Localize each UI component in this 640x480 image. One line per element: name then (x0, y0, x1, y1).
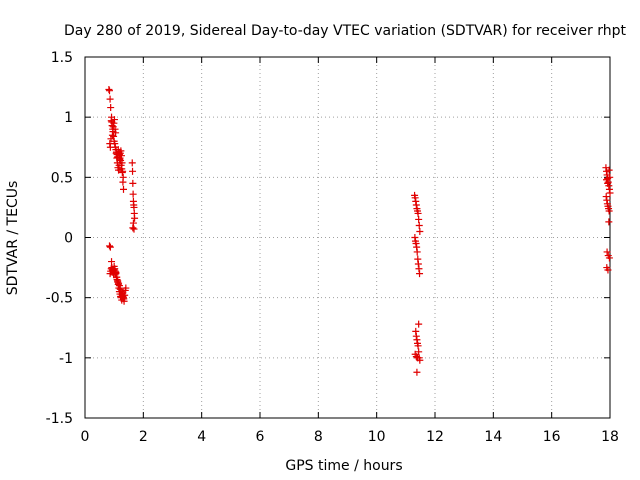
x-tick-label: 10 (368, 429, 386, 445)
x-axis-label: GPS time / hours (285, 458, 402, 474)
data-point (107, 104, 115, 112)
data-point (415, 348, 423, 356)
x-tick-label: 4 (197, 429, 206, 445)
x-tick-label: 16 (543, 429, 561, 445)
data-point (129, 224, 137, 232)
data-point (605, 207, 613, 215)
data-point (415, 221, 423, 229)
data-point (414, 209, 422, 217)
y-axis: -1.5 -1 -0.5 0 0.5 1 1.5 (46, 50, 610, 427)
data-point (120, 295, 128, 303)
y-tick-label: 1.5 (51, 50, 73, 66)
y-tick-label: 0 (64, 231, 73, 247)
data-point (414, 342, 422, 350)
data-point (115, 282, 123, 290)
data-point (112, 129, 120, 137)
data-point (413, 248, 421, 256)
data-point (605, 166, 613, 174)
data-point (415, 215, 423, 223)
data-point (415, 320, 423, 328)
x-tick-label: 0 (81, 429, 90, 445)
data-point (129, 167, 137, 175)
y-axis-label: SDTVAR / TECUs (5, 181, 21, 296)
data-points (105, 85, 614, 376)
data-point (113, 273, 121, 281)
y-tick-label: -0.5 (46, 291, 73, 307)
x-tick-label: 8 (314, 429, 323, 445)
data-point (603, 176, 610, 184)
data-point (129, 190, 137, 198)
data-point (130, 225, 138, 233)
y-tick-label: 0.5 (51, 170, 73, 186)
chart-title: Day 280 of 2019, Sidereal Day-to-day VTE… (64, 23, 626, 39)
data-point (130, 203, 138, 211)
data-point (110, 116, 118, 124)
data-point (106, 95, 114, 103)
data-point (604, 179, 612, 187)
data-point (112, 268, 120, 276)
data-point (414, 354, 421, 362)
data-point (128, 159, 136, 167)
data-point (413, 368, 421, 376)
x-tick-label: 6 (256, 429, 265, 445)
data-point (129, 179, 137, 187)
data-point (605, 218, 613, 226)
x-tick-label: 18 (601, 429, 619, 445)
x-axis: 0 2 4 6 8 10 12 14 16 18 (81, 57, 619, 445)
data-point (416, 270, 424, 278)
data-point (118, 169, 126, 177)
x-tick-label: 14 (484, 429, 502, 445)
plot-frame (84, 56, 611, 419)
data-point (412, 353, 420, 361)
data-point (416, 227, 424, 235)
data-point (119, 178, 127, 186)
data-point (106, 87, 113, 95)
data-point (606, 189, 614, 197)
y-tick-label: -1 (59, 351, 73, 367)
x-tick-label: 2 (139, 429, 148, 445)
y-tick-label: 1 (64, 110, 73, 126)
data-point (604, 266, 612, 274)
data-point (605, 254, 613, 262)
grid (85, 57, 610, 418)
y-tick-label: -1.5 (46, 411, 73, 427)
data-point (108, 258, 116, 266)
data-point (603, 248, 611, 256)
data-point (120, 185, 127, 193)
x-tick-label: 12 (426, 429, 444, 445)
data-point (131, 214, 139, 222)
data-point (122, 284, 130, 292)
data-point (106, 242, 113, 250)
data-point (106, 243, 114, 251)
